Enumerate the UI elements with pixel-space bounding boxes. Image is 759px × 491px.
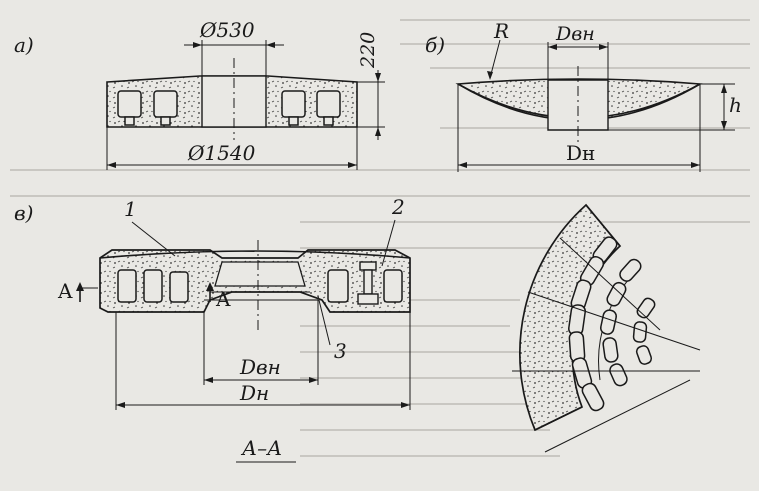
dim-height-a: 220 xyxy=(357,32,385,140)
dim-outer-b: Dн xyxy=(457,84,701,172)
central-bore-v xyxy=(214,261,306,287)
dim-inner-b-label: Dвн xyxy=(555,23,595,45)
dim-outer-b-label: Dн xyxy=(566,141,595,165)
section-title: А–А xyxy=(240,436,282,460)
dim-530-label: Ø530 xyxy=(199,18,255,42)
section-line-upper xyxy=(527,291,701,351)
figure-b: б) R Dвн h xyxy=(425,19,742,172)
section-line-lower xyxy=(544,379,691,453)
panel-label-b: б) xyxy=(425,33,445,57)
callout-3: 3 xyxy=(334,339,347,363)
dim-220-label: 220 xyxy=(357,32,379,69)
callouts-v: 1 2 3 xyxy=(124,195,405,363)
callout-2: 2 xyxy=(391,195,405,219)
plan-view-sector xyxy=(512,203,701,453)
section-mark-right: A xyxy=(215,287,231,311)
dim-outer-a: Ø1540 xyxy=(106,127,358,170)
section-marks: A A xyxy=(57,279,231,311)
voids-v xyxy=(117,269,403,303)
dim-outer-v-label: Dн xyxy=(239,381,269,405)
dim-inner-a: Ø530 xyxy=(184,18,284,76)
figure-a: а) Ø530 xyxy=(14,18,385,170)
dim-inner-v-label: Dвн xyxy=(239,355,281,379)
dim-inner-b: Dвн xyxy=(547,23,609,80)
background-text-lines xyxy=(10,19,750,457)
dim-1540-label: Ø1540 xyxy=(187,141,256,165)
section-mark-left: A xyxy=(57,279,73,303)
section-line-top xyxy=(559,237,661,331)
dim-outer-v: Dн xyxy=(115,312,411,410)
callout-1: 1 xyxy=(124,197,137,221)
dim-h-label: h xyxy=(729,93,742,117)
dim-inner-v: Dвн xyxy=(203,300,319,385)
panel-label-v: в) xyxy=(14,201,33,225)
anchor-insert xyxy=(357,261,379,305)
dim-height-b: h xyxy=(608,83,742,131)
radius-label: R xyxy=(493,19,509,43)
panel-label-a: а) xyxy=(14,33,34,57)
voids-a xyxy=(117,90,341,126)
figure-v: в) A A xyxy=(14,195,411,463)
radius-callout-b: R xyxy=(487,19,509,80)
plan-voids xyxy=(568,236,656,412)
